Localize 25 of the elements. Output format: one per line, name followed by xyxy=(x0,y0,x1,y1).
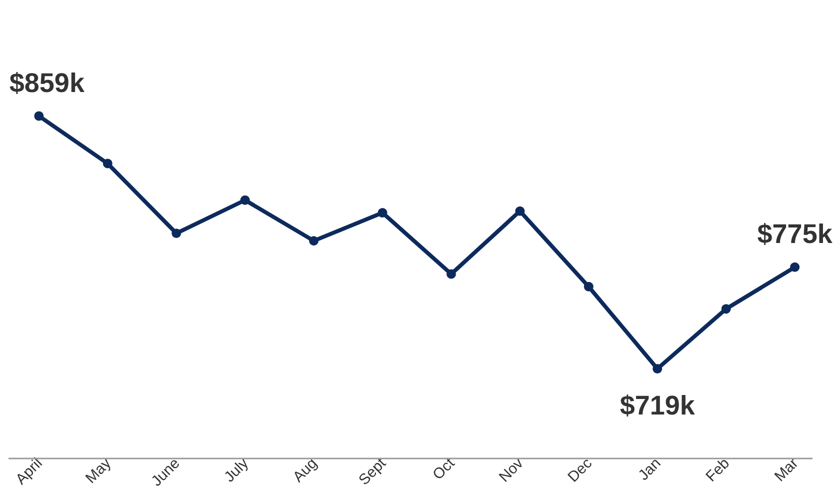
point xyxy=(172,228,182,238)
point xyxy=(309,236,319,246)
point xyxy=(240,195,250,205)
point xyxy=(102,158,112,168)
point xyxy=(378,208,388,218)
x-tick-label: Mar xyxy=(771,454,802,486)
point xyxy=(721,304,731,314)
point xyxy=(790,262,800,272)
x-tick-label: Sept xyxy=(356,454,390,489)
x-tick-label: July xyxy=(221,454,252,486)
x-tick-label: Nov xyxy=(496,454,528,486)
point xyxy=(446,269,456,279)
point xyxy=(34,111,44,121)
text: $775k xyxy=(757,219,832,250)
point xyxy=(584,282,594,292)
point xyxy=(515,206,525,216)
point xyxy=(652,364,662,374)
text: $719k xyxy=(620,390,695,421)
x-tick-label: Jan xyxy=(635,454,664,484)
x-tick-label: Aug xyxy=(290,454,321,486)
x-tick-label: Oct xyxy=(430,454,459,484)
text: $859k xyxy=(9,68,84,98)
x-tick-label: May xyxy=(82,454,115,487)
x-tick-label: Dec xyxy=(564,454,596,486)
x-tick-label: Feb xyxy=(702,454,733,486)
